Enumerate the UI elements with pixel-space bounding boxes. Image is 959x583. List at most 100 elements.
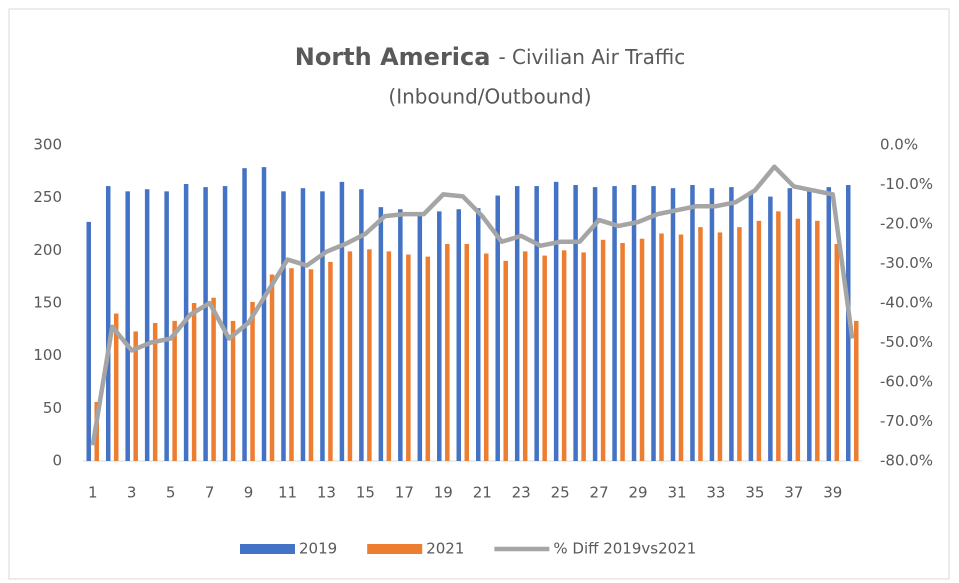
x-tick-label: 29 <box>628 484 647 502</box>
bar <box>787 188 793 462</box>
bar <box>308 269 314 461</box>
bar <box>776 211 781 461</box>
x-tick-label: 13 <box>317 484 336 502</box>
title-rest: - Civilian Air Traffic <box>498 45 685 69</box>
chart-title: North America - Civilian Air Traffic <box>295 43 685 71</box>
x-tick-label: 9 <box>244 484 254 502</box>
bar <box>367 249 372 461</box>
bar <box>651 186 656 461</box>
x-tick-label: 3 <box>127 484 137 502</box>
y-tick-label: 300 <box>33 136 62 154</box>
bar <box>417 212 423 461</box>
bar <box>203 187 208 461</box>
bar <box>795 218 801 461</box>
bar <box>328 261 333 461</box>
legend-swatch <box>367 544 423 554</box>
y2-tick-label: -60.0% <box>880 373 933 391</box>
x-tick-label: 1 <box>88 484 98 502</box>
bar <box>445 244 450 461</box>
bar <box>834 244 840 461</box>
bar <box>406 254 411 461</box>
bar <box>386 251 392 461</box>
y-tick-label: 250 <box>33 188 62 206</box>
x-tick-label: 39 <box>823 484 842 502</box>
y2-tick-label: -10.0% <box>880 175 933 193</box>
bar <box>690 185 695 461</box>
x-tick-label: 7 <box>205 484 215 502</box>
bar <box>737 227 742 461</box>
bar <box>768 196 773 461</box>
title-bold: North America <box>295 43 491 71</box>
x-tick-label: 11 <box>278 484 297 502</box>
chart-subtitle: (Inbound/Outbound) <box>388 85 591 109</box>
bar <box>105 186 111 461</box>
y2-tick-label: -70.0% <box>880 412 933 430</box>
bar <box>456 209 462 461</box>
bar <box>659 233 664 461</box>
bar <box>678 234 684 461</box>
x-tick-label: 17 <box>395 484 414 502</box>
bar <box>359 189 364 462</box>
bar <box>230 320 236 461</box>
bar <box>347 251 353 461</box>
bar <box>191 303 197 461</box>
bar <box>826 187 832 461</box>
bar <box>698 227 703 461</box>
bar <box>269 274 275 461</box>
bar <box>709 188 715 462</box>
x-tick-label: 15 <box>356 484 375 502</box>
bar <box>631 185 637 461</box>
bar <box>542 255 547 461</box>
bar <box>125 191 130 461</box>
x-tick-label: 19 <box>434 484 453 502</box>
bar <box>398 209 403 461</box>
bar <box>281 191 286 461</box>
bar <box>639 238 645 461</box>
y-tick-label: 0 <box>52 452 62 470</box>
bar <box>756 220 762 461</box>
bar <box>144 189 150 462</box>
bar <box>242 168 247 461</box>
bar <box>592 187 598 461</box>
bar <box>86 221 91 461</box>
bar <box>600 239 606 461</box>
bar <box>561 250 567 461</box>
bar <box>437 211 442 461</box>
bar <box>748 191 754 461</box>
bar <box>464 244 470 461</box>
y-tick-label: 200 <box>33 241 62 259</box>
bar <box>553 181 559 461</box>
bar <box>172 320 177 461</box>
bar <box>581 252 586 461</box>
x-tick-label: 23 <box>512 484 531 502</box>
bar <box>289 268 294 461</box>
legend-label: 2021 <box>426 540 464 558</box>
bar <box>807 191 812 461</box>
bar <box>620 242 625 461</box>
bar <box>164 191 169 461</box>
bar <box>522 251 528 461</box>
legend-label: % Diff 2019vs2021 <box>553 540 696 558</box>
bar <box>514 186 520 461</box>
y2-tick-label: -80.0% <box>880 452 933 470</box>
y-tick-label: 100 <box>33 346 62 364</box>
bar <box>250 301 255 461</box>
bar <box>717 232 723 461</box>
bar <box>300 188 306 462</box>
bar <box>612 186 617 461</box>
bar <box>503 260 508 461</box>
bar <box>339 181 345 461</box>
y-tick-label: 50 <box>43 399 62 417</box>
bar <box>211 297 216 461</box>
y2-tick-label: -50.0% <box>880 333 933 351</box>
bar <box>534 186 539 461</box>
legend-label: 2019 <box>299 540 337 558</box>
x-tick-label: 27 <box>590 484 609 502</box>
y2-tick-label: 0.0% <box>880 136 918 154</box>
x-tick-label: 37 <box>784 484 803 502</box>
bar <box>495 195 500 461</box>
y2-tick-label: -40.0% <box>880 294 933 312</box>
bar <box>573 185 578 461</box>
bar <box>113 313 119 461</box>
